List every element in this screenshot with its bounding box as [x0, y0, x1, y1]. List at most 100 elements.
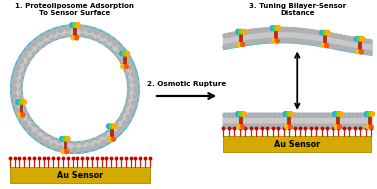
Circle shape — [363, 50, 368, 54]
Circle shape — [339, 124, 343, 128]
Circle shape — [126, 115, 132, 120]
Bar — [74, 28, 76, 36]
Circle shape — [70, 23, 74, 27]
Circle shape — [101, 141, 106, 146]
Circle shape — [351, 113, 355, 117]
Circle shape — [339, 35, 343, 39]
Text: 1. Proteoliposome Adsorption
To Sensor Surface: 1. Proteoliposome Adsorption To Sensor S… — [15, 3, 134, 16]
Circle shape — [72, 25, 78, 31]
Circle shape — [235, 113, 240, 117]
Circle shape — [314, 124, 318, 128]
Circle shape — [37, 137, 43, 142]
Circle shape — [244, 113, 248, 117]
Circle shape — [21, 113, 25, 117]
Circle shape — [270, 26, 275, 30]
Circle shape — [21, 36, 128, 143]
Circle shape — [339, 113, 343, 117]
Circle shape — [32, 52, 37, 57]
Circle shape — [112, 124, 117, 129]
Circle shape — [314, 113, 318, 117]
Circle shape — [330, 124, 334, 128]
Circle shape — [369, 125, 373, 129]
Circle shape — [235, 42, 240, 46]
Circle shape — [125, 79, 130, 84]
Circle shape — [322, 32, 326, 36]
Circle shape — [72, 140, 77, 145]
Circle shape — [248, 29, 252, 34]
Circle shape — [21, 100, 26, 104]
Circle shape — [346, 47, 351, 51]
Circle shape — [236, 112, 241, 116]
Circle shape — [273, 27, 277, 32]
Circle shape — [19, 100, 23, 104]
Circle shape — [61, 150, 65, 154]
Bar — [239, 34, 242, 43]
Circle shape — [121, 64, 126, 69]
Circle shape — [293, 39, 297, 43]
Circle shape — [346, 124, 351, 128]
Circle shape — [248, 124, 252, 128]
Circle shape — [289, 112, 294, 116]
Circle shape — [346, 36, 351, 41]
Circle shape — [359, 38, 363, 43]
Circle shape — [11, 86, 16, 92]
Circle shape — [241, 112, 246, 116]
Circle shape — [272, 39, 276, 43]
Bar — [358, 41, 361, 50]
Circle shape — [326, 124, 330, 128]
Circle shape — [58, 138, 62, 143]
Circle shape — [121, 109, 126, 114]
Circle shape — [366, 125, 369, 129]
Circle shape — [63, 136, 67, 141]
Circle shape — [276, 27, 281, 31]
Circle shape — [334, 124, 339, 128]
Text: 3. Tuning Bilayer-Sensor
Distance: 3. Tuning Bilayer-Sensor Distance — [249, 3, 346, 16]
Circle shape — [23, 38, 126, 140]
Circle shape — [285, 113, 289, 117]
Circle shape — [310, 29, 314, 34]
Circle shape — [325, 44, 329, 47]
Circle shape — [268, 124, 273, 128]
Circle shape — [21, 72, 26, 76]
Circle shape — [301, 124, 306, 128]
Circle shape — [123, 51, 128, 57]
Circle shape — [244, 124, 248, 128]
Circle shape — [244, 41, 248, 45]
Circle shape — [133, 94, 138, 99]
Circle shape — [330, 113, 334, 117]
Circle shape — [57, 27, 63, 32]
Circle shape — [293, 28, 297, 32]
Circle shape — [318, 124, 322, 128]
Circle shape — [322, 124, 326, 128]
Circle shape — [32, 122, 37, 126]
Circle shape — [305, 29, 310, 33]
Circle shape — [101, 32, 106, 38]
Circle shape — [285, 38, 289, 43]
Circle shape — [268, 38, 273, 43]
Circle shape — [346, 113, 351, 117]
Circle shape — [293, 124, 297, 128]
Circle shape — [235, 124, 240, 128]
Circle shape — [75, 23, 80, 27]
Circle shape — [65, 26, 70, 31]
Circle shape — [37, 36, 43, 41]
Bar — [223, 136, 371, 152]
Circle shape — [354, 37, 359, 41]
Circle shape — [71, 36, 75, 40]
Circle shape — [126, 87, 131, 91]
Circle shape — [325, 30, 330, 35]
Circle shape — [330, 44, 334, 48]
Circle shape — [227, 113, 231, 117]
Circle shape — [107, 137, 112, 142]
Circle shape — [60, 136, 64, 141]
Circle shape — [231, 113, 236, 117]
Circle shape — [236, 29, 241, 34]
Circle shape — [123, 121, 128, 127]
Circle shape — [367, 39, 372, 44]
Circle shape — [125, 51, 130, 56]
Circle shape — [72, 33, 77, 38]
Circle shape — [72, 148, 78, 153]
Circle shape — [285, 27, 289, 32]
Circle shape — [326, 32, 330, 37]
Circle shape — [264, 113, 268, 117]
